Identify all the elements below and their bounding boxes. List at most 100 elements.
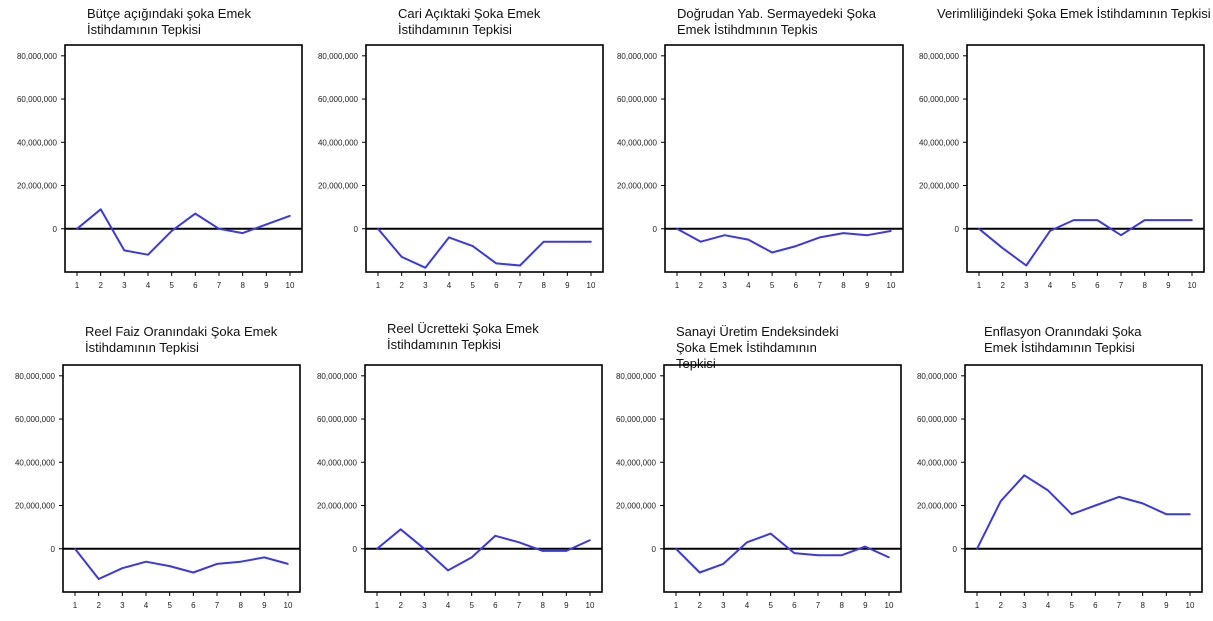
x-tick-label: 3 (120, 601, 125, 610)
response-line (74, 548, 289, 580)
data-point (542, 240, 545, 243)
y-tick-label: 20,000,000 (617, 182, 658, 191)
data-point (123, 249, 126, 252)
x-tick-label: 2 (96, 601, 101, 610)
y-tick-label: 80,000,000 (917, 372, 958, 381)
x-tick-label: 8 (240, 281, 245, 290)
x-tick-label: 2 (399, 281, 404, 290)
x-tick-label: 4 (1046, 601, 1051, 610)
data-point (1047, 489, 1049, 492)
x-tick-label: 6 (794, 281, 799, 290)
data-point (1094, 504, 1097, 507)
data-point (97, 578, 100, 580)
data-point (699, 240, 702, 243)
data-point (74, 547, 76, 550)
x-tick-label: 6 (1093, 601, 1098, 610)
data-point (289, 214, 291, 217)
x-tick-label: 9 (1166, 281, 1171, 290)
chart-title-line: İstihdamının Tepkisi (85, 340, 199, 355)
chart-title-line: Emek İstihdmının Tepkis (677, 22, 818, 37)
x-tick-label: 1 (675, 281, 680, 290)
y-tick-label: 40,000,000 (317, 458, 358, 467)
data-point (866, 234, 869, 237)
data-point (192, 571, 195, 574)
y-tick-label: 0 (353, 545, 358, 554)
x-tick-label: 3 (423, 281, 428, 290)
x-tick-label: 1 (75, 281, 80, 290)
response-line (377, 228, 591, 269)
response-line (376, 528, 591, 572)
response-line (676, 227, 892, 254)
data-point (1189, 513, 1191, 515)
y-tick-label: 40,000,000 (15, 458, 56, 467)
x-tick-label: 8 (841, 281, 846, 290)
data-point (769, 532, 772, 535)
data-point (518, 541, 520, 544)
x-tick-label: 10 (885, 601, 894, 610)
plot-frame (365, 44, 604, 273)
data-point (494, 534, 497, 537)
y-tick-label: 80,000,000 (616, 372, 657, 381)
data-point (976, 547, 978, 550)
data-point (239, 560, 242, 563)
data-point (1025, 264, 1028, 267)
data-point (1118, 496, 1120, 498)
data-point (842, 232, 845, 234)
chart-title-line: Şoka Emek İstihdamının (676, 340, 817, 355)
data-point (589, 539, 591, 541)
data-point (495, 262, 498, 265)
data-point (99, 208, 102, 211)
y-tick-label: 20,000,000 (15, 502, 56, 511)
response-line (976, 474, 1190, 550)
x-tick-label: 6 (493, 601, 498, 610)
data-point (471, 245, 474, 247)
data-point (170, 230, 173, 232)
x-tick-label: 2 (1000, 281, 1005, 290)
x-tick-label: 2 (998, 601, 1003, 610)
y-tick-label: 60,000,000 (917, 415, 958, 424)
response-line (675, 532, 890, 574)
data-point (747, 238, 750, 241)
data-point (241, 232, 244, 234)
y-tick-label: 20,000,000 (616, 502, 657, 511)
data-point (675, 547, 677, 550)
plot-frame (966, 44, 1205, 273)
x-tick-label: 5 (770, 281, 775, 290)
data-point (194, 212, 197, 215)
x-tick-label: 9 (863, 601, 868, 610)
x-tick-label: 7 (1117, 601, 1122, 610)
data-point (1049, 230, 1051, 232)
x-tick-label: 1 (977, 281, 982, 290)
y-tick-label: 60,000,000 (318, 95, 359, 104)
x-tick-label: 8 (1140, 601, 1145, 610)
data-point (218, 227, 220, 230)
x-tick-label: 5 (167, 601, 172, 610)
data-point (400, 256, 403, 258)
chart-title-line: Verimliliğindeki Şoka Emek İstihdamının … (937, 6, 1211, 21)
data-point (890, 230, 892, 232)
x-tick-label: 1 (375, 601, 380, 610)
x-tick-label: 3 (721, 601, 726, 610)
y-tick-label: 60,000,000 (617, 95, 658, 104)
data-point (1096, 219, 1099, 221)
data-point (1165, 513, 1168, 515)
y-tick-label: 40,000,000 (617, 138, 658, 147)
x-tick-label: 4 (745, 601, 750, 610)
chart-title-line: Doğrudan Yab. Sermayedeki Şoka (677, 6, 877, 21)
chart-title-line: Bütçe açığındaki şoka Emek (87, 6, 252, 21)
x-tick-label: 5 (469, 601, 474, 610)
y-tick-label: 40,000,000 (917, 458, 958, 467)
chart-title-line: Reel Faiz Oranındaki Şoka Emek (85, 324, 278, 339)
data-point (448, 236, 450, 239)
y-tick-label: 40,000,000 (616, 458, 657, 467)
data-point (76, 227, 78, 230)
data-point (1120, 234, 1122, 237)
y-tick-label: 0 (53, 225, 58, 234)
x-tick-label: 3 (422, 601, 427, 610)
x-tick-label: 2 (699, 281, 704, 290)
chart-title-line: Enflasyon Oranındaki Şoka (984, 324, 1142, 339)
plot-frame (62, 364, 301, 593)
y-tick-label: 60,000,000 (616, 415, 657, 424)
x-tick-label: 9 (264, 281, 269, 290)
y-tick-label: 60,000,000 (17, 95, 58, 104)
